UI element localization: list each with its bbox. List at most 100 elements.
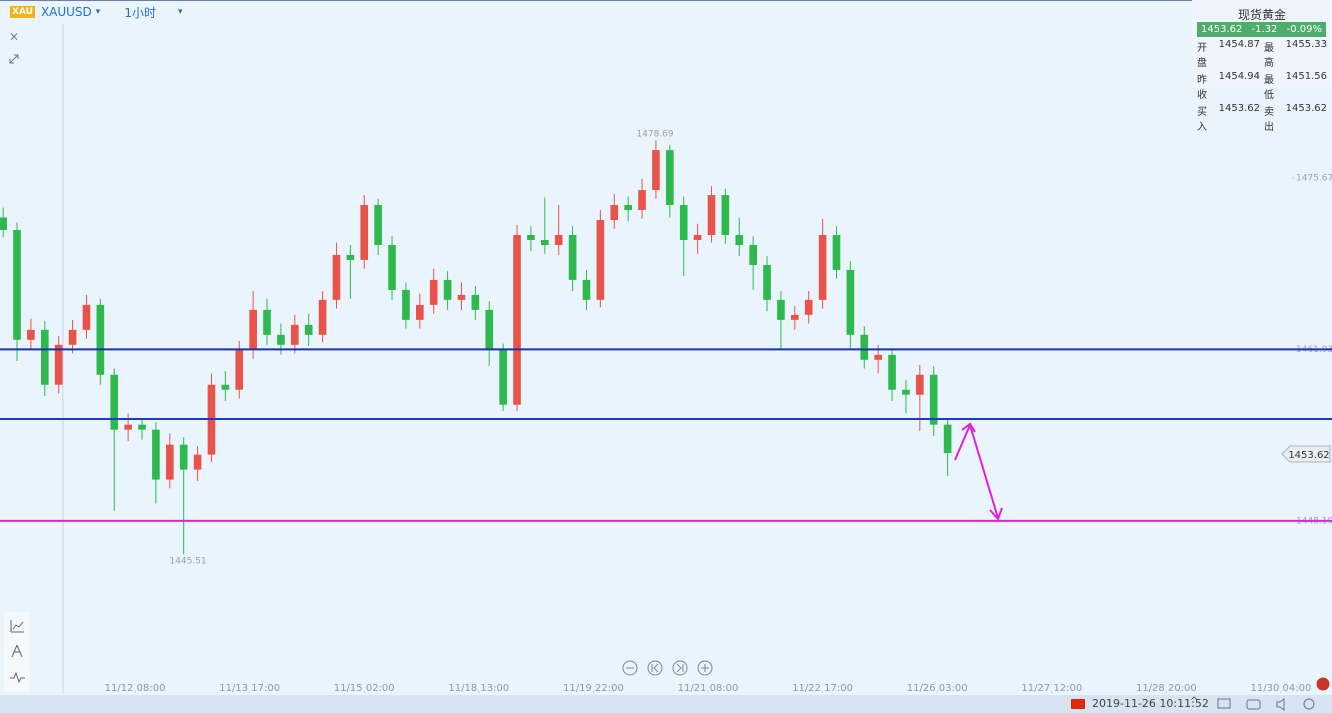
x-tick-label: 11/26 03:00 xyxy=(907,683,968,694)
close-icon[interactable]: × xyxy=(9,30,19,44)
x-tick-label: 11/21 08:00 xyxy=(678,683,739,694)
quote-price: 1453.62 xyxy=(1201,24,1243,35)
low-label: 1445.51 xyxy=(169,557,206,567)
candle-body xyxy=(735,234,744,245)
candle-body xyxy=(457,294,466,300)
icon xyxy=(651,663,659,673)
quote-bar: 1453.62 -1.32 -0.09% xyxy=(1197,22,1326,37)
window-icon[interactable] xyxy=(1217,698,1231,709)
shrink-icon[interactable] xyxy=(9,54,19,64)
candle-body xyxy=(749,244,757,265)
quote-row: 开盘 1454.87 最高 1455.33 xyxy=(1192,37,1332,69)
candle-body xyxy=(318,299,327,335)
candle-body xyxy=(638,190,646,211)
zoom-out[interactable] xyxy=(622,660,638,676)
candle-body xyxy=(860,334,869,360)
y-tick-label: 1475.67 xyxy=(1296,173,1332,183)
indicator-tool[interactable] xyxy=(10,620,24,633)
x-tick-label: 11/30 04:00 xyxy=(1251,683,1312,694)
candle-body xyxy=(263,309,271,335)
flag xyxy=(1071,699,1085,709)
zoom-controls[interactable] xyxy=(622,660,713,676)
candle-body xyxy=(221,384,230,390)
scroll-end[interactable] xyxy=(672,660,688,676)
wave-tool[interactable] xyxy=(10,671,25,684)
candle-body xyxy=(652,150,660,191)
candle-body xyxy=(513,234,521,405)
status-bar: 2019-11-26 10:11:52 ^ xyxy=(0,695,1332,713)
quote-label: 卖出 xyxy=(1264,107,1274,133)
datetime: 2019-11-26 10:11:52 xyxy=(1092,697,1209,710)
quote-name: 现货黄金 xyxy=(1237,8,1286,22)
candle-body xyxy=(666,150,674,206)
candle-body xyxy=(429,279,438,305)
candle-body xyxy=(346,254,355,260)
candle-body xyxy=(332,254,341,300)
candle-body xyxy=(290,324,299,345)
candle-body xyxy=(152,429,160,480)
x-tick-label: 11/22 17:00 xyxy=(792,683,853,694)
x-tick-label: 11/13 17:00 xyxy=(219,683,280,694)
candle-body xyxy=(165,444,174,480)
candle-body xyxy=(388,244,396,290)
caret: ▾ xyxy=(95,7,101,17)
x-tick-label: 11/12 08:00 xyxy=(105,683,166,694)
quote-change: -1.32 xyxy=(1251,24,1278,35)
candle-body xyxy=(916,374,924,395)
symbol-select[interactable]: XAUUSD xyxy=(40,5,92,19)
candle-body xyxy=(0,217,7,231)
candle-body xyxy=(832,234,841,270)
candle-body xyxy=(402,289,410,320)
quote-value: 1455.33 xyxy=(1285,39,1327,50)
interval-select[interactable]: 1小时 xyxy=(124,5,156,20)
status-icons xyxy=(1217,698,1315,711)
candle-body xyxy=(499,349,507,405)
quote-row: 昨收 1454.94 最低 1451.56 xyxy=(1192,69,1332,101)
quote-label: 最低 xyxy=(1264,75,1274,101)
draw-tool[interactable] xyxy=(11,644,23,658)
price-tag-text: 1453.62 xyxy=(1288,450,1329,461)
zoom-in[interactable] xyxy=(697,660,713,676)
candle-body xyxy=(804,299,813,315)
symbol-badge: XAU xyxy=(10,6,35,18)
candle-body xyxy=(610,205,619,221)
candle-body xyxy=(943,424,952,454)
x-tick-label: 11/15 02:00 xyxy=(334,683,395,694)
candle-body xyxy=(40,329,49,385)
candle-body xyxy=(249,309,257,350)
candle-body xyxy=(27,329,35,340)
candle-body xyxy=(235,349,244,390)
quote-value: 1451.56 xyxy=(1285,71,1327,82)
settings-icon[interactable] xyxy=(1303,698,1315,710)
quote-value: 1453.62 xyxy=(1285,103,1327,114)
quote-label: 买入 xyxy=(1197,107,1207,133)
x-tick-label: 11/27 12:00 xyxy=(1021,683,1082,694)
forecast-arrow xyxy=(954,422,999,519)
candle-body xyxy=(527,234,535,240)
candle-body xyxy=(471,294,480,310)
scroll-start[interactable] xyxy=(647,660,663,676)
logo xyxy=(1316,677,1330,691)
candle-body xyxy=(846,269,855,335)
candle-body xyxy=(124,424,132,430)
candle-body xyxy=(415,304,424,320)
quote-value: 1454.87 xyxy=(1218,39,1260,50)
candle-body xyxy=(554,234,563,245)
chart: 1448.191461.931475.671489.4111/12 08:001… xyxy=(0,0,1332,694)
logo-circle xyxy=(1316,677,1330,691)
camera-icon[interactable] xyxy=(1246,699,1261,710)
sound-icon[interactable] xyxy=(1276,698,1285,711)
candle-body xyxy=(763,264,771,300)
candle-body xyxy=(679,205,688,240)
candle-body xyxy=(888,354,896,390)
candle-body xyxy=(179,444,188,470)
candle-body xyxy=(138,424,146,430)
quote-row: 买入 1453.62 卖出 1453.62 xyxy=(1192,101,1332,133)
quote-label: 最高 xyxy=(1264,43,1274,69)
candle-body xyxy=(777,299,785,320)
candle-body xyxy=(582,279,591,300)
caret: ^ xyxy=(1190,696,1199,707)
quote-percent: -0.09% xyxy=(1286,24,1322,35)
icon xyxy=(676,663,684,673)
